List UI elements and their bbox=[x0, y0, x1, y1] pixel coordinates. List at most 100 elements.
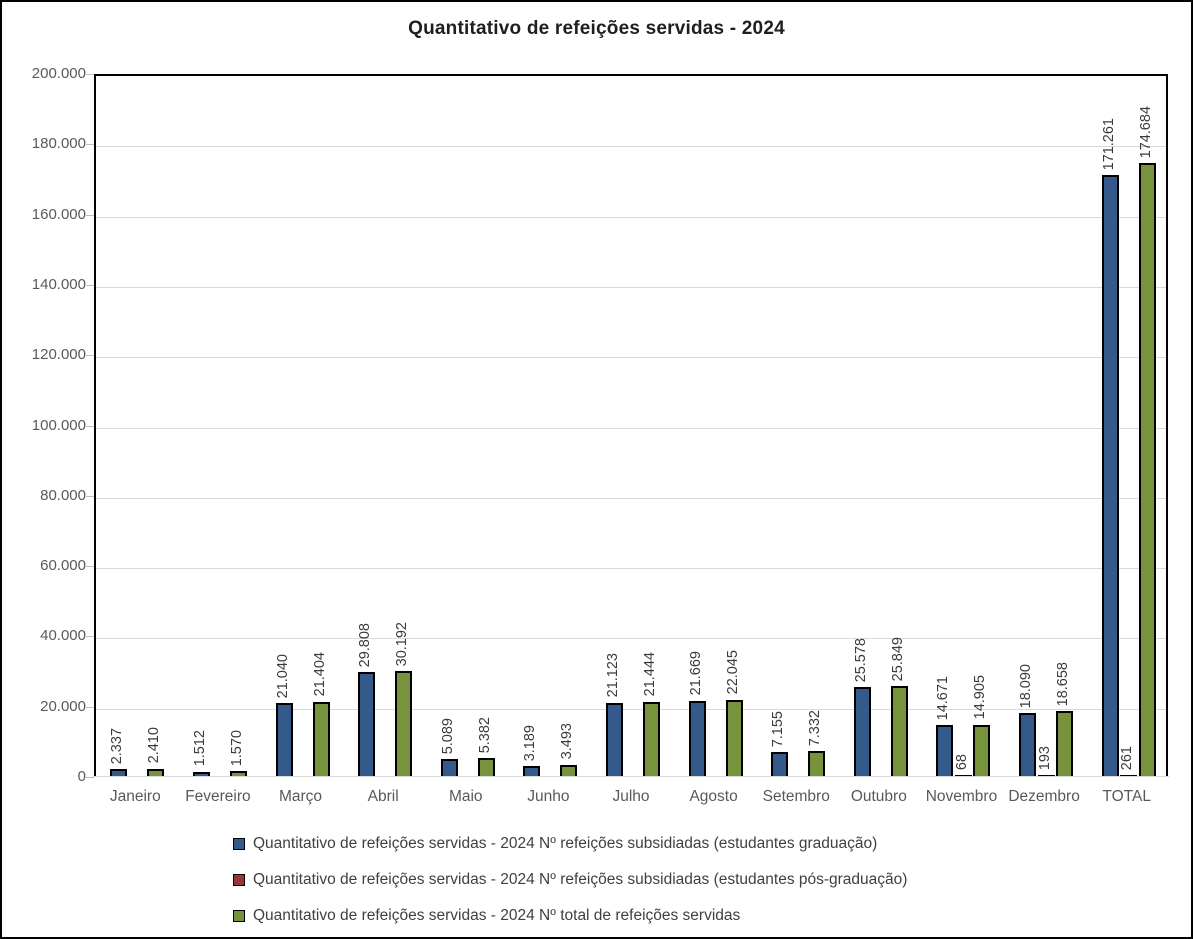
bar bbox=[890, 686, 908, 777]
y-tick-label: 160.000 bbox=[31, 205, 86, 223]
legend-swatch bbox=[233, 837, 245, 850]
y-tick-label: 0 bbox=[77, 768, 86, 785]
legend-swatch bbox=[233, 873, 245, 886]
bar-value-label: 174.684 bbox=[1137, 105, 1154, 158]
legend: Quantitativo de refeições servidas - 202… bbox=[233, 833, 907, 937]
legend-label: Quantitativo de refeições servidas - 202… bbox=[253, 834, 878, 852]
y-gridline bbox=[96, 357, 1166, 359]
y-tick-mark bbox=[86, 566, 94, 568]
y-tick-label: 140.000 bbox=[31, 275, 86, 293]
y-tick-label: 120.000 bbox=[31, 346, 86, 364]
bar-value-label: 7.155 bbox=[770, 710, 787, 747]
bar bbox=[560, 764, 578, 777]
legend-swatch bbox=[233, 909, 245, 922]
bar-value-label: 25.578 bbox=[852, 637, 869, 683]
bar-value-label: 261 bbox=[1119, 745, 1136, 770]
bar bbox=[1019, 713, 1037, 777]
y-tick-label: 200.000 bbox=[31, 65, 86, 82]
y-tick-label: 100.000 bbox=[31, 416, 86, 434]
bar-value-label: 3.493 bbox=[559, 723, 576, 760]
bar bbox=[643, 701, 660, 777]
bar-value-label: 18.090 bbox=[1018, 664, 1035, 709]
x-tick-label: Setembro bbox=[762, 788, 830, 805]
bar-value-label: 7.332 bbox=[807, 709, 824, 747]
bar-value-label: 1.570 bbox=[228, 730, 245, 767]
bar-value-label: 21.444 bbox=[642, 652, 658, 697]
bar-value-label: 193 bbox=[1036, 745, 1053, 770]
y-gridline bbox=[96, 216, 1166, 218]
bar-value-label: 14.905 bbox=[972, 675, 989, 720]
y-gridline bbox=[96, 146, 1166, 148]
x-tick-label: Abril bbox=[367, 788, 399, 805]
bar-value-label: 14.671 bbox=[935, 676, 952, 721]
bar bbox=[606, 702, 623, 777]
bar bbox=[523, 765, 541, 777]
x-tick-label: Dezembro bbox=[1008, 788, 1080, 805]
bar bbox=[358, 672, 376, 777]
bar-value-label: 29.808 bbox=[357, 622, 374, 668]
y-tick-mark bbox=[86, 425, 94, 427]
bar bbox=[936, 725, 954, 777]
bar bbox=[1138, 163, 1156, 777]
bar-value-label: 5.382 bbox=[476, 716, 493, 754]
bar bbox=[192, 771, 210, 777]
x-axis-line bbox=[93, 776, 1169, 777]
y-gridline bbox=[96, 568, 1166, 570]
bar-value-label: 2.337 bbox=[109, 727, 126, 764]
y-tick-label: 60.000 bbox=[40, 557, 86, 575]
chart-title: Quantitativo de refeições servidas - 202… bbox=[408, 18, 785, 39]
y-tick-label: 80.000 bbox=[40, 486, 86, 504]
y-tick-mark bbox=[86, 706, 94, 708]
x-tick-label: Janeiro bbox=[109, 788, 161, 805]
y-tick-mark bbox=[86, 495, 94, 497]
bar-value-label: 22.045 bbox=[724, 650, 741, 695]
bar-value-label: 5.089 bbox=[439, 717, 456, 755]
x-tick-label: Março bbox=[278, 788, 323, 805]
y-tick-mark bbox=[86, 214, 94, 216]
legend-item: Quantitativo de refeições servidas - 202… bbox=[233, 833, 907, 854]
x-tick-label: Fevereiro bbox=[185, 788, 251, 805]
x-tick-label: Julho bbox=[612, 788, 650, 805]
x-tick-label: Agosto bbox=[689, 788, 738, 805]
bar-value-label: 171.261 bbox=[1100, 117, 1117, 171]
bar-value-label: 21.669 bbox=[687, 651, 704, 696]
bar bbox=[229, 771, 247, 777]
x-tick-label: TOTAL bbox=[1102, 788, 1151, 805]
bar bbox=[147, 768, 165, 777]
bar-value-label: 25.849 bbox=[889, 636, 906, 682]
x-tick-label: Maio bbox=[448, 788, 483, 805]
bar bbox=[688, 700, 706, 777]
bar bbox=[725, 699, 743, 777]
bar bbox=[312, 701, 330, 777]
legend-label: Quantitativo de refeições servidas - 202… bbox=[253, 870, 908, 888]
bar-value-label: 18.658 bbox=[1055, 662, 1072, 707]
y-tick-mark bbox=[86, 144, 94, 146]
y-tick-mark bbox=[86, 355, 94, 357]
bar bbox=[395, 670, 413, 777]
y-tick-mark bbox=[86, 74, 94, 75]
y-gridline bbox=[96, 427, 1166, 429]
bar bbox=[1101, 175, 1119, 777]
y-gridline bbox=[96, 708, 1166, 710]
legend-item: Quantitativo de refeições servidas - 202… bbox=[233, 905, 907, 926]
x-tick-label: Novembro bbox=[925, 788, 998, 805]
y-gridline bbox=[96, 286, 1166, 288]
bar-value-label: 2.410 bbox=[146, 727, 163, 764]
bar bbox=[808, 751, 826, 777]
legend-label: Quantitativo de refeições servidas - 202… bbox=[253, 906, 741, 924]
y-tick-label: 40.000 bbox=[40, 627, 86, 645]
bar bbox=[440, 759, 458, 777]
x-tick-label: Outubro bbox=[850, 788, 907, 805]
bar bbox=[771, 751, 789, 777]
y-gridline bbox=[96, 497, 1166, 499]
bar bbox=[275, 703, 293, 777]
y-tick-label: 20.000 bbox=[40, 697, 86, 715]
plot-area: 2.337 2.410 1.512 1.570 21.040 21.404 29.808 30… bbox=[94, 74, 1168, 777]
bar-value-label: 68 bbox=[953, 753, 970, 770]
y-gridline bbox=[96, 638, 1166, 640]
legend-item: Quantitativo de refeições servidas - 202… bbox=[233, 869, 907, 890]
bar bbox=[110, 768, 128, 777]
bar-value-label: 21.404 bbox=[311, 652, 328, 697]
bar-value-label: 30.192 bbox=[394, 621, 411, 666]
